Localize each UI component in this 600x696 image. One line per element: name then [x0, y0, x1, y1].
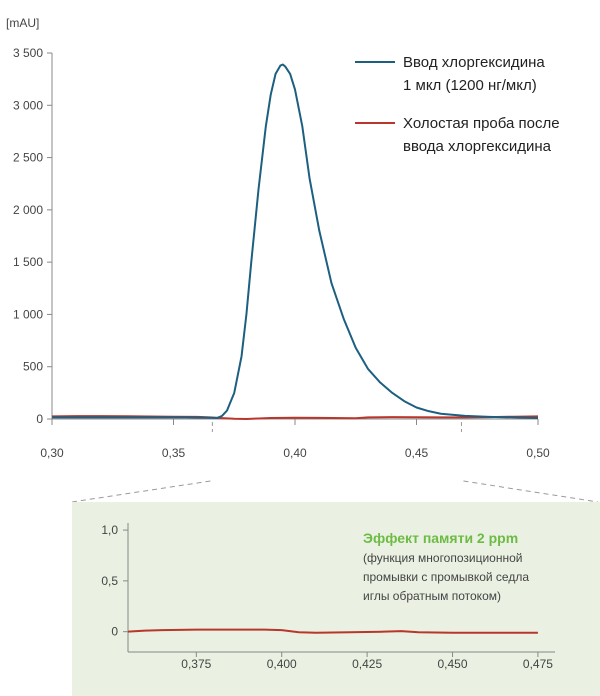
inset-blank-series-line: [127, 628, 538, 634]
inset-x-tick-label: 0,425: [352, 657, 382, 671]
main-y-tick-label: 2 500: [13, 151, 43, 165]
inset-panel: [72, 502, 600, 696]
inset-annotation-line: иглы обратным потоком): [363, 589, 501, 603]
main-y-tick-label: 1 500: [13, 255, 43, 269]
inset-x-tick-label: 0,375: [181, 657, 211, 671]
main-x-tick-label: 0,40: [283, 446, 307, 460]
inset-x-tick-label: 0,400: [267, 657, 297, 671]
inset-annotation-line: (функция многопозиционной: [363, 551, 522, 565]
inset-y-tick-label: 0,5: [101, 574, 118, 588]
main-x-tick-label: 0,45: [405, 446, 429, 460]
main-x-tick-label: 0,35: [162, 446, 186, 460]
main-y-tick-label: 3 500: [13, 46, 43, 60]
zoom-connector-right: [463, 480, 599, 503]
inset-title: Эффект памяти 2 ppm: [363, 530, 518, 546]
main-y-tick-label: 0: [36, 412, 43, 426]
main-y-tick-label: 500: [23, 360, 43, 374]
main-y-axis-label: [mAU]: [6, 16, 39, 30]
inset-x-tick-label: 0,450: [438, 657, 468, 671]
legend-label-injection: Ввод хлоргексидина: [403, 54, 545, 71]
main-x-tick-label: 0,50: [526, 446, 550, 460]
main-y-tick-label: 3 000: [13, 98, 43, 112]
main-y-tick-label: 1 000: [13, 307, 43, 321]
inset-y-tick-label: 1,0: [101, 523, 118, 537]
main-y-tick-label: 2 000: [13, 203, 43, 217]
legend-label-blank: Холостая проба после: [403, 115, 560, 132]
inset-annotation-line: промывки с промывкой седла: [363, 570, 529, 584]
injection-series-line: [52, 63, 539, 419]
legend-label-injection: 1 мкл (1200 нг/мкл): [403, 77, 537, 94]
legend-label-blank: ввода хлоргексидина: [403, 138, 552, 155]
main-x-tick-label: 0,30: [40, 446, 64, 460]
zoom-connector-left: [71, 480, 211, 503]
inset-y-tick-label: 0: [111, 625, 118, 639]
inset-x-tick-label: 0,475: [523, 657, 553, 671]
